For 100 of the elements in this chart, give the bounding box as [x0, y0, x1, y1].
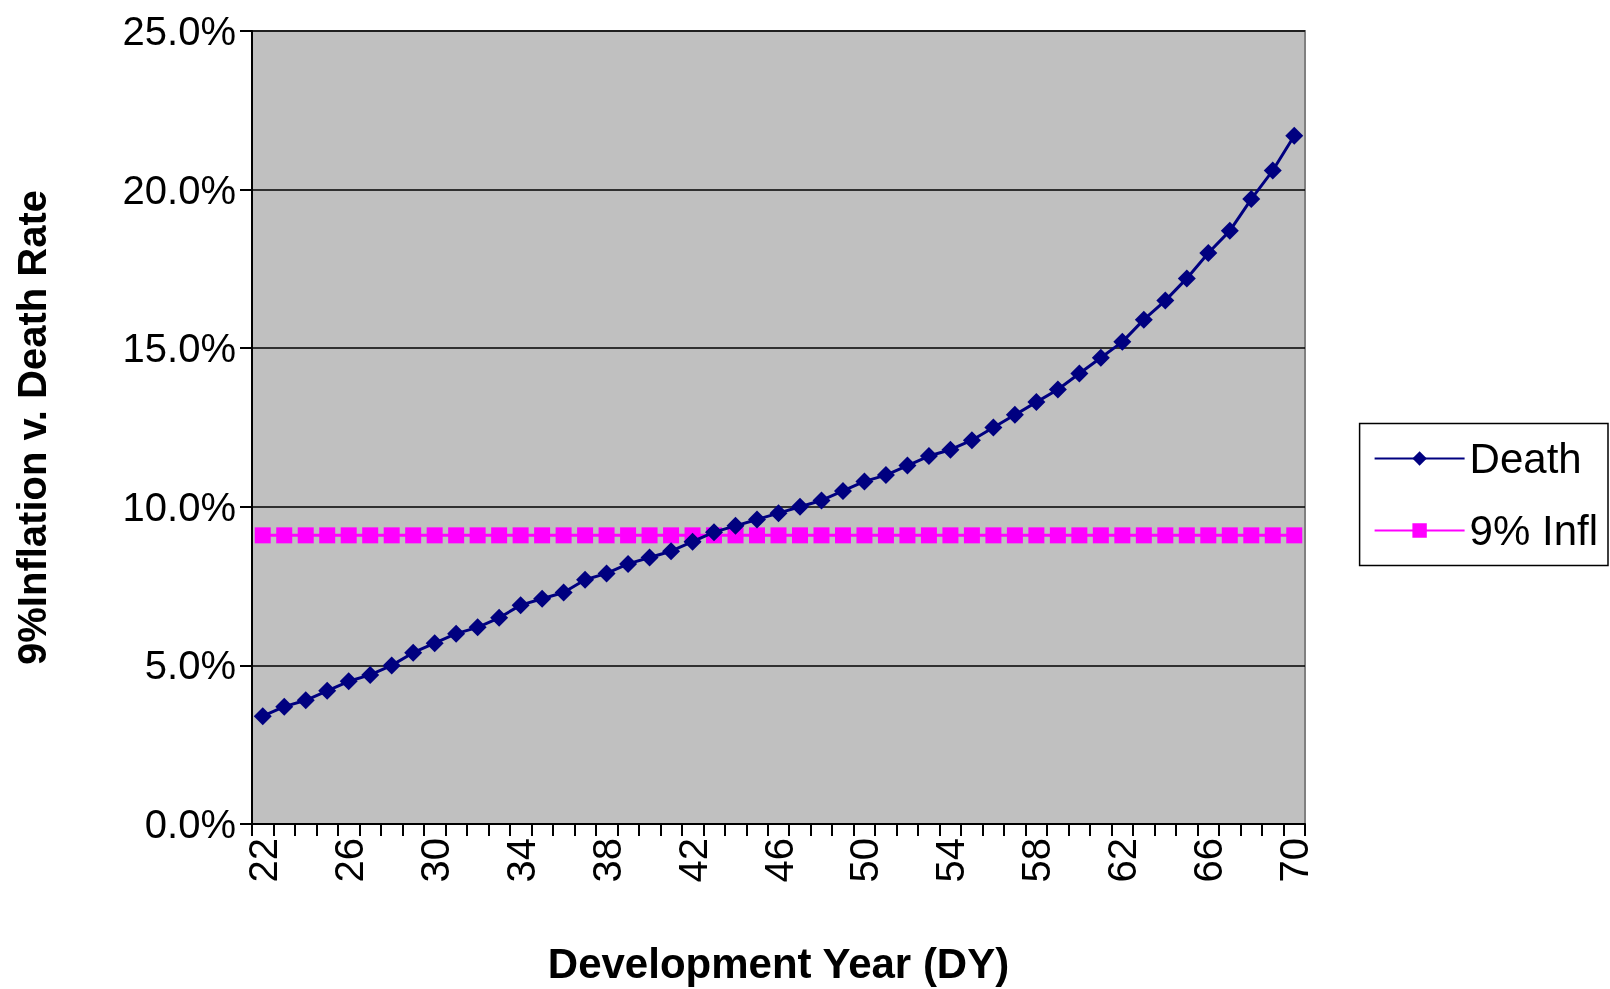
point	[1220, 221, 1239, 240]
point	[1005, 405, 1024, 424]
point	[448, 527, 465, 544]
point	[683, 532, 702, 551]
point	[641, 527, 658, 544]
point	[426, 527, 443, 544]
point	[663, 527, 680, 544]
point	[1006, 527, 1023, 544]
x-tick-label: 34	[498, 838, 543, 883]
point	[619, 554, 638, 573]
legend-label: 9% Infl	[1469, 507, 1599, 554]
point	[1157, 527, 1174, 544]
point	[748, 510, 767, 529]
y-tick-label: 15.0%	[122, 326, 236, 371]
point	[770, 527, 787, 544]
point	[318, 681, 337, 700]
y-tick-label: 25.0%	[122, 9, 236, 53]
point	[577, 527, 594, 544]
point	[404, 643, 423, 662]
point	[855, 472, 874, 491]
point	[598, 527, 615, 544]
x-tick-label: 70	[1272, 838, 1317, 883]
point	[1113, 332, 1132, 351]
x-tick-label: 26	[326, 838, 371, 883]
x-tick-label: 66	[1186, 838, 1231, 883]
point	[640, 548, 659, 567]
point	[919, 447, 938, 466]
point	[533, 589, 552, 608]
point	[576, 570, 595, 589]
point	[749, 527, 766, 544]
point	[276, 527, 293, 544]
point	[512, 527, 529, 544]
y-axis-title: 9%Inflation v. Death Rate	[10, 190, 54, 665]
point	[1264, 527, 1281, 544]
point	[856, 527, 873, 544]
x-tick-label: 58	[1014, 838, 1059, 883]
x-tick-label: 62	[1100, 838, 1145, 883]
point	[1285, 126, 1304, 145]
point	[511, 596, 530, 615]
point	[1178, 527, 1195, 544]
point	[1263, 161, 1282, 180]
point	[1091, 348, 1110, 367]
point	[1070, 364, 1089, 383]
point	[1199, 244, 1218, 263]
point	[962, 431, 981, 450]
point	[490, 608, 509, 627]
point	[468, 618, 487, 637]
point	[1242, 190, 1261, 209]
x-tick-label: 30	[412, 838, 457, 883]
point	[985, 527, 1002, 544]
point	[984, 418, 1003, 437]
point	[791, 527, 808, 544]
point	[253, 707, 272, 726]
point	[1286, 527, 1303, 544]
point	[405, 527, 422, 544]
point	[340, 527, 357, 544]
point	[1221, 527, 1238, 544]
point	[447, 624, 466, 643]
point	[769, 504, 788, 523]
point	[296, 691, 315, 710]
x-tick-label: 22	[240, 838, 285, 883]
point	[790, 497, 809, 516]
point	[383, 527, 400, 544]
point	[1048, 380, 1067, 399]
x-axis-title: Development Year (DY)	[547, 939, 1010, 987]
point	[963, 527, 980, 544]
point	[534, 527, 551, 544]
point	[339, 672, 358, 691]
point	[1135, 527, 1152, 544]
point	[491, 527, 508, 544]
point	[812, 491, 831, 510]
point	[834, 527, 851, 544]
y-tick-label: 5.0%	[144, 643, 236, 688]
point	[425, 634, 444, 653]
point	[1156, 291, 1175, 310]
point	[275, 697, 294, 716]
point	[833, 481, 852, 500]
point	[1200, 527, 1217, 544]
point	[469, 527, 486, 544]
point	[877, 527, 894, 544]
x-tick-label: 46	[756, 838, 801, 883]
point	[319, 527, 336, 544]
point	[1243, 527, 1260, 544]
point	[942, 527, 959, 544]
x-tick-label: 38	[584, 838, 629, 883]
point	[1049, 527, 1066, 544]
point	[1028, 527, 1045, 544]
point	[941, 440, 960, 459]
point	[382, 656, 401, 675]
point	[1071, 527, 1088, 544]
point	[597, 564, 616, 583]
x-tick-label: 50	[842, 838, 887, 883]
x-tick-label: 42	[670, 838, 715, 883]
point	[555, 527, 572, 544]
point	[362, 527, 379, 544]
point	[554, 583, 573, 602]
x-tick-label: 54	[928, 838, 973, 883]
point	[813, 527, 830, 544]
point	[662, 542, 681, 561]
point	[1027, 393, 1046, 412]
